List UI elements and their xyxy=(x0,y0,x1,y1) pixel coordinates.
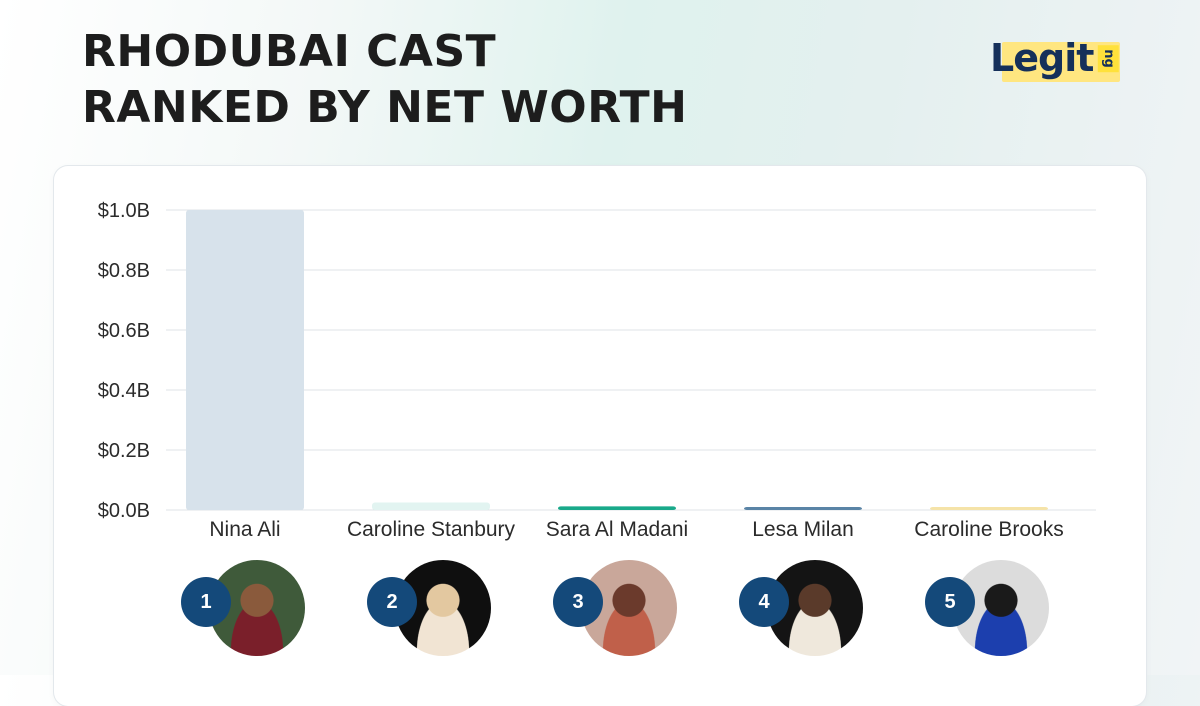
y-tick-label: $1.0B xyxy=(98,200,150,222)
legit-logo[interactable]: Legit ng xyxy=(990,34,1122,82)
logo-word: Legit xyxy=(990,36,1094,80)
rank-badge: 5 xyxy=(925,577,975,627)
y-tick-label: $0.0B xyxy=(98,500,150,522)
x-category-label: Caroline Brooks xyxy=(914,518,1063,541)
title-line-1: RHODUBAI CAST xyxy=(82,26,497,77)
rank-badge: 1 xyxy=(181,577,231,627)
y-tick-label: $0.2B xyxy=(98,440,150,462)
x-category-label: Caroline Stanbury xyxy=(347,518,516,541)
y-tick-label: $0.8B xyxy=(98,260,150,282)
x-category-label: Lesa Milan xyxy=(752,518,854,541)
bar[interactable] xyxy=(372,502,490,511)
x-category-label: Nina Ali xyxy=(209,518,280,541)
bar[interactable] xyxy=(558,506,676,510)
logo-tld: ng xyxy=(1098,44,1120,72)
bar[interactable] xyxy=(744,507,862,510)
y-tick-label: $0.4B xyxy=(98,380,150,402)
bar[interactable] xyxy=(930,507,1048,510)
rank-badge: 4 xyxy=(739,577,789,627)
rank-badge: 2 xyxy=(367,577,417,627)
cast-avatar xyxy=(581,560,677,656)
title-line-2: RANKED BY NET WORTH xyxy=(82,82,688,133)
chart-card: $0.0B $0.2B $0.4B $0.6B $0.8B $1.0B Nina Ali Ca… xyxy=(54,166,1146,706)
page-title: RHODUBAI CAST RANKED BY NET WORTH xyxy=(82,24,687,136)
x-category-label: Sara Al Madani xyxy=(546,518,688,541)
rank-badge: 3 xyxy=(553,577,603,627)
y-tick-label: $0.6B xyxy=(98,320,150,342)
bar-chart: $0.0B $0.2B $0.4B $0.6B $0.8B $1.0B Nina Ali Ca… xyxy=(98,200,1096,541)
bar[interactable] xyxy=(186,210,304,510)
